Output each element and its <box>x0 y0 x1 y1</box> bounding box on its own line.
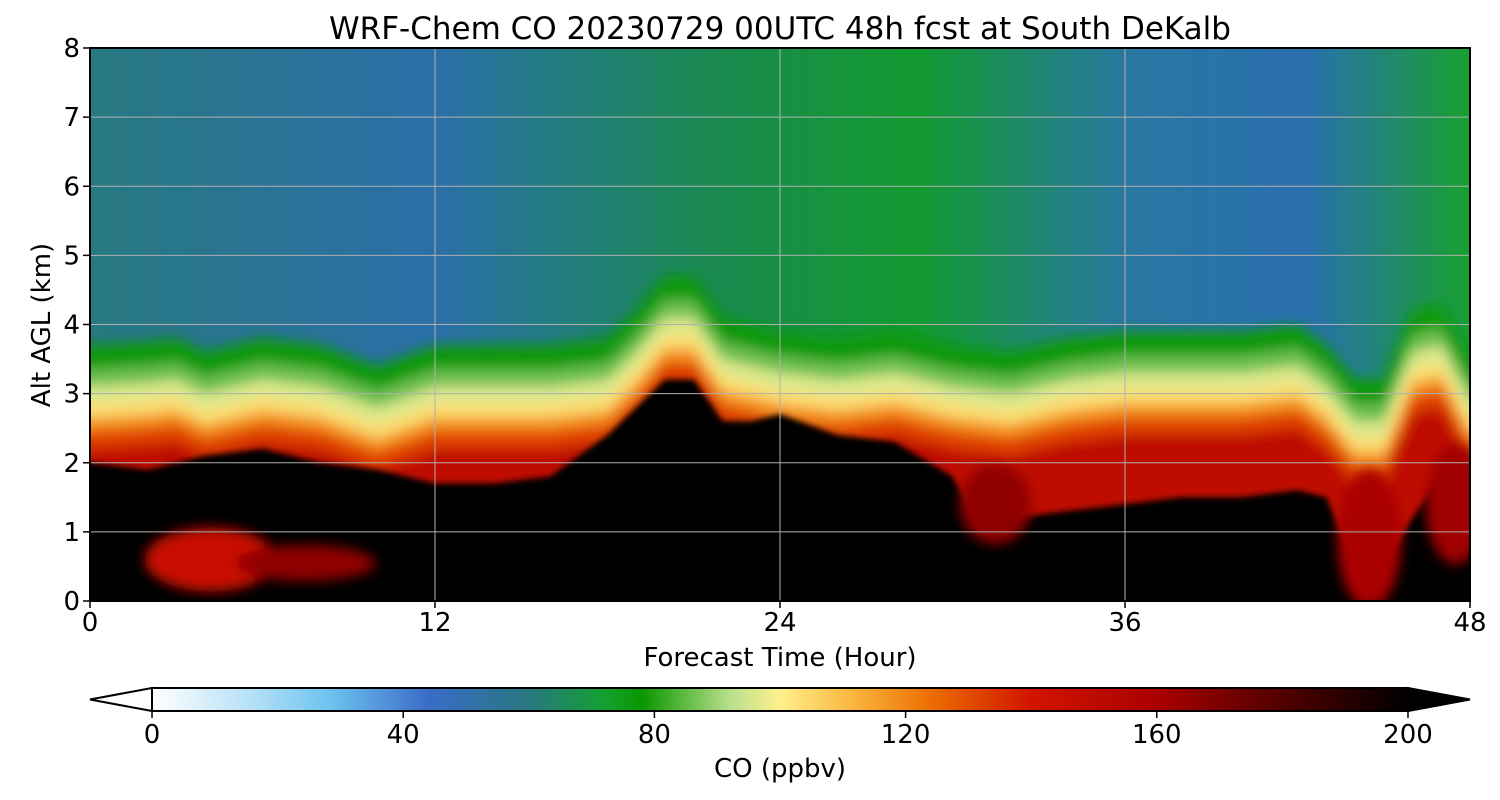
plume-end <box>1425 444 1470 565</box>
y-tick-marks: 0 1 2 3 4 5 6 7 8 <box>63 34 90 617</box>
x-tick-marks: 0 12 24 36 48 <box>82 601 1487 638</box>
colorbar-tick-label-3: 120 <box>881 720 931 750</box>
colorbar-gradient <box>152 688 1408 711</box>
y-axis-label: Alt AGL (km) <box>27 243 57 407</box>
colorbar-tick-label-4: 160 <box>1132 720 1182 750</box>
colorbar-extend-low <box>89 686 153 713</box>
x-tick-label-1: 12 <box>418 608 451 638</box>
y-tick-label-2: 2 <box>63 449 80 479</box>
plume-early-tail <box>235 544 376 581</box>
y-tick-label-7: 7 <box>63 103 80 133</box>
colorbar-tick-label-2: 80 <box>638 720 671 750</box>
plume-late <box>1337 468 1402 601</box>
y-tick-label-3: 3 <box>63 380 80 410</box>
x-axis-label: Forecast Time (Hour) <box>643 643 916 673</box>
surface-plumes <box>144 444 1470 601</box>
y-tick-label-0: 0 <box>63 587 80 617</box>
plume-early <box>144 527 277 592</box>
y-tick-label-4: 4 <box>63 311 80 341</box>
colorbar-tick-label-1: 40 <box>387 720 420 750</box>
chart-title: WRF-Chem CO 20230729 00UTC 48h fcst at S… <box>329 11 1231 47</box>
colorbar: 0 40 80 120 160 200 CO (ppbv) <box>89 686 1471 784</box>
x-tick-label-0: 0 <box>82 608 99 638</box>
x-tick-label-4: 48 <box>1453 608 1486 638</box>
x-tick-label-2: 24 <box>763 608 796 638</box>
colorbar-label: CO (ppbv) <box>714 754 846 784</box>
x-tick-label-3: 36 <box>1108 608 1141 638</box>
y-tick-label-1: 1 <box>63 518 80 548</box>
colorbar-extend-high <box>1407 686 1471 713</box>
y-tick-label-6: 6 <box>63 172 80 202</box>
colorbar-frame <box>151 687 1409 712</box>
colorbar-tick-label-5: 200 <box>1383 720 1433 750</box>
y-tick-label-8: 8 <box>63 34 80 64</box>
colorbar-ticks: 0 40 80 120 160 200 <box>144 711 1433 750</box>
plume-mid <box>959 464 1032 545</box>
colorbar-tick-label-0: 0 <box>144 720 161 750</box>
y-tick-label-5: 5 <box>63 241 80 271</box>
